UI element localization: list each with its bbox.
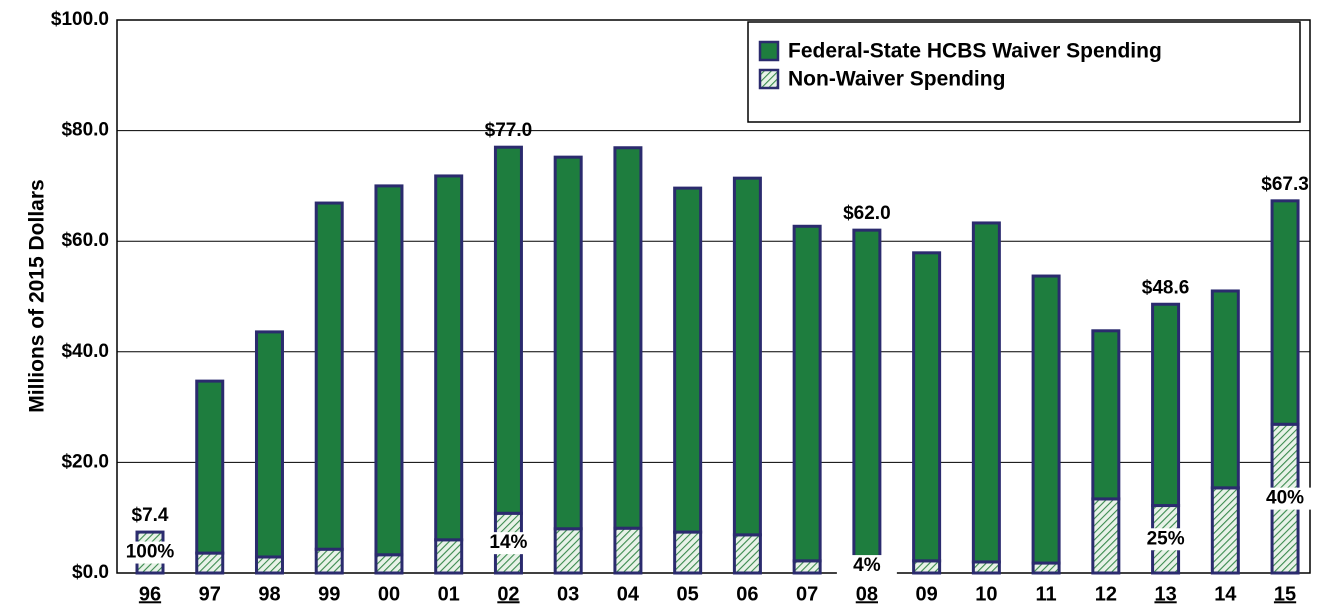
x-tick-label: 00 [378,583,400,605]
bar-segment [1210,486,1240,575]
percent-label: 4% [853,555,881,576]
x-tick-label: 02 [497,583,519,605]
percent-label-bg [1255,487,1316,510]
bar-segment [1031,274,1061,565]
legend-box [747,21,1301,123]
bar-segment [374,553,404,575]
bar-segment [792,224,822,563]
percent-label-bg [478,532,539,555]
bar-segment [971,560,1001,575]
x-tick-label: 01 [438,583,460,605]
x-tick-label: 96 [139,583,161,605]
x-tick-label: 08 [856,583,878,605]
legend-label: Non-Waiver Spending [788,68,1005,91]
legend-swatch [758,40,780,62]
bar-segment [1270,199,1300,426]
bar-segment [553,527,583,575]
y-tick-label: $60.0 [61,230,109,251]
x-tick-label: 03 [557,583,579,605]
percent-label: 25% [1147,528,1185,549]
bar-segment [314,201,344,551]
x-tick-label: 05 [677,583,699,605]
bar-segment [493,145,523,515]
bar-segment [673,186,703,534]
bar-segment [912,559,942,575]
percent-label: 40% [1266,488,1304,509]
bar-segment [732,533,762,575]
total-label: $67.3 [1261,174,1309,195]
bar-segment [553,155,583,531]
total-label: $77.0 [485,120,533,141]
y-tick-label: $20.0 [61,451,109,472]
bar-segment [732,176,762,537]
x-tick-label: 15 [1274,583,1296,605]
x-tick-label: 99 [318,583,340,605]
x-tick-label: 14 [1214,583,1237,605]
bar-segment [434,538,464,575]
bar-segment [434,174,464,542]
bar-segment [1091,329,1121,501]
x-tick-label: 97 [199,583,221,605]
bar-segment [912,251,942,563]
total-label: $48.6 [1142,277,1190,298]
percent-label-bg [836,555,897,578]
x-tick-label: 06 [736,583,758,605]
legend-label: Federal-State HCBS Waiver Spending [788,40,1162,63]
legend-swatch [758,68,780,90]
bar-segment [852,228,882,561]
x-tick-label: 10 [975,583,997,605]
bar-segment [195,379,225,555]
bar-segment [613,526,643,575]
bar-segment [971,221,1001,564]
percent-label-bg [120,541,180,564]
bar-segment [1210,289,1240,490]
x-tick-label: 13 [1154,583,1176,605]
bar-segment [314,547,344,575]
bar-segment [613,146,643,530]
x-tick-label: 07 [796,583,818,605]
bar-segment [673,530,703,575]
y-tick-label: $40.0 [61,341,109,362]
x-tick-label: 09 [915,583,937,605]
bar-segment [1151,302,1181,508]
y-tick-label: $100.0 [51,9,109,30]
y-tick-label: $0.0 [72,562,109,583]
bar-segment [195,551,225,575]
bar-segment [254,330,284,559]
x-tick-label: 04 [617,583,640,605]
bar-segment [254,555,284,575]
total-label: $62.0 [843,203,891,224]
bar-segment [792,559,822,575]
y-axis-title: Millions of 2015 Dollars [26,179,49,412]
bar-segment [1091,497,1121,575]
percent-label-bg [1135,528,1196,551]
total-label: $7.4 [132,505,169,526]
bar-segment [374,184,404,557]
percent-label: 100% [126,542,175,563]
percent-label: 14% [489,532,527,553]
y-tick-label: $80.0 [61,120,109,141]
x-tick-label: 11 [1036,583,1057,605]
x-tick-label: 98 [258,583,280,605]
x-tick-label: 12 [1095,583,1117,605]
